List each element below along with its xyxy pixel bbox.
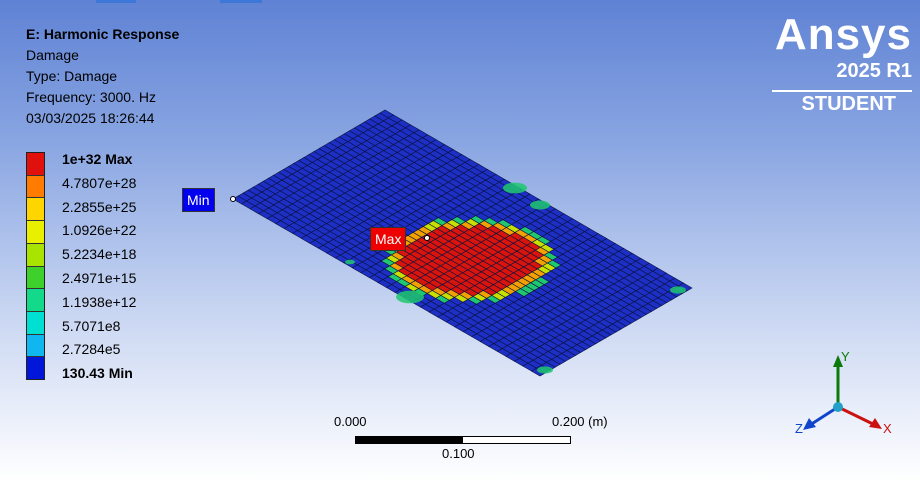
max-probe-label[interactable]: Max (370, 227, 407, 251)
legend-value-label: 2.7284e5 (62, 341, 121, 358)
result-info: E: Harmonic Response Damage Type: Damage… (26, 24, 179, 129)
mesh-elements (232, 109, 693, 377)
legend-value-label: 2.2855e+25 (62, 198, 137, 215)
result-name: Damage (26, 47, 79, 63)
min-probe-point[interactable] (230, 196, 236, 202)
damage-spot (537, 366, 553, 374)
logo-release: 2025 R1 (836, 60, 912, 82)
triad-origin (833, 402, 843, 412)
y-axis-label: Y (841, 349, 850, 364)
legend-swatch (27, 333, 44, 357)
legend-value-label: 4.7807e+28 (62, 174, 137, 191)
toolbar-edge-button[interactable] (96, 0, 136, 3)
legend-swatch (27, 153, 44, 175)
min-probe-label[interactable]: Min (182, 188, 215, 212)
damage-spot (503, 182, 527, 194)
legend-swatch (27, 288, 44, 311)
scale-right-label: 0.200 (m) (552, 414, 608, 429)
legend-swatch (27, 197, 44, 221)
logo-divider (772, 90, 912, 92)
result-type: Type: Damage (26, 68, 118, 84)
max-probe-point[interactable] (424, 235, 430, 241)
legend-color-bar (26, 152, 45, 380)
ansys-logo: Ansys 2025 R1 STUDENT (762, 10, 912, 120)
legend-value-label: 1.0926e+22 (62, 222, 137, 239)
scale-bar (355, 436, 571, 444)
legend-swatch (27, 265, 44, 289)
result-title: E: Harmonic Response (26, 26, 180, 42)
damage-spot (670, 286, 686, 294)
scale-left-label: 0.000 (334, 414, 367, 429)
result-frequency: Frequency: 3000. Hz (26, 89, 156, 105)
logo-edition: STUDENT (801, 93, 896, 115)
axis-triad[interactable]: Y X Z (790, 345, 900, 445)
z-axis-line (809, 405, 839, 427)
logo-brand: Ansys (774, 10, 912, 59)
z-axis-label: Z (795, 421, 803, 436)
y-arrow-icon (833, 355, 843, 367)
damage-spot (396, 290, 424, 304)
legend-value-label: 1e+32 Max (62, 151, 133, 167)
legend-value-label: 1.1938e+12 (62, 293, 137, 310)
x-axis-line (837, 405, 876, 427)
scale-middle-label: 0.100 (442, 446, 475, 461)
legend-value-label: 5.2234e+18 (62, 246, 137, 263)
z-arrow-icon (803, 418, 816, 430)
x-arrow-icon (869, 418, 882, 429)
legend-swatch (27, 174, 44, 198)
max-probe-text: Max (375, 231, 402, 247)
toolbar-edge-button[interactable] (220, 0, 262, 3)
legend-value-label: 130.43 Min (62, 365, 133, 382)
legend-swatch (27, 310, 44, 334)
x-axis-label: X (883, 421, 892, 436)
damage-spot (345, 259, 355, 265)
legend-value-label: 5.7071e8 (62, 317, 121, 334)
legend-value-label: 2.4971e+15 (62, 270, 137, 286)
legend-swatch (27, 220, 44, 243)
legend-swatch (27, 242, 44, 266)
damage-spot (530, 200, 550, 210)
result-timestamp: 03/03/2025 18:26:44 (26, 110, 155, 126)
scale-ruler: 0.000 0.200 (m) 0.100 (330, 414, 608, 474)
min-probe-text: Min (187, 192, 210, 208)
legend-swatch (27, 356, 44, 380)
